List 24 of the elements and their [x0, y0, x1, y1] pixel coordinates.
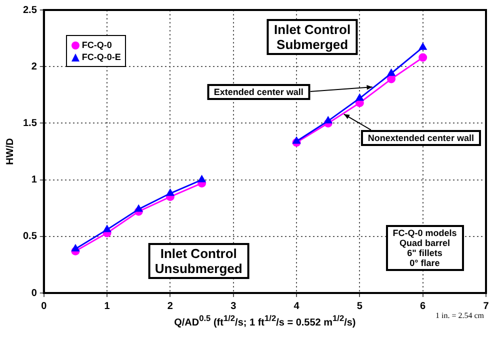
x-tick-label: 4	[294, 300, 300, 312]
annotation: Inlet Control Submerged	[267, 19, 358, 56]
y-axis-title: HW/D	[4, 138, 16, 165]
x-tick-label: 7	[483, 300, 490, 312]
y-tick-label: 0	[31, 288, 38, 299]
annotation: Inlet Control Unsubmerged	[148, 243, 250, 280]
y-tick-label: 2	[31, 61, 38, 72]
x-tick-label: 3	[230, 300, 237, 312]
x-tick-label: 5	[356, 300, 363, 312]
text: 1 in. = 2.54 cm	[435, 311, 484, 320]
x-tick-label: 2	[167, 300, 174, 312]
x-tick-label: 0	[41, 300, 48, 312]
legend-label: FC-Q-0-E	[82, 52, 121, 62]
y-tick-label: 0.5	[22, 231, 38, 242]
x-tick-label: 1	[104, 300, 110, 312]
legend-label: FC-Q-0	[82, 40, 112, 50]
annotation: Extended center wall	[206, 84, 310, 100]
annotation: Nonextended center wall	[360, 130, 481, 146]
y-tick-label: 1.5	[22, 118, 38, 129]
x-tick-label: 6	[420, 300, 426, 312]
y-tick-label: 2.5	[22, 4, 38, 16]
annotation: FC-Q-0 models Quad barrel 6" fillets 0° flare	[386, 224, 464, 271]
text: Q/AD$^{0.5}$ (ft$^{1/2}$/s; 1 ft$^{1/2}$/s = 0.552 m$^{1/2}$/s)	[174, 313, 356, 328]
y-tick-label: 1	[31, 174, 38, 186]
